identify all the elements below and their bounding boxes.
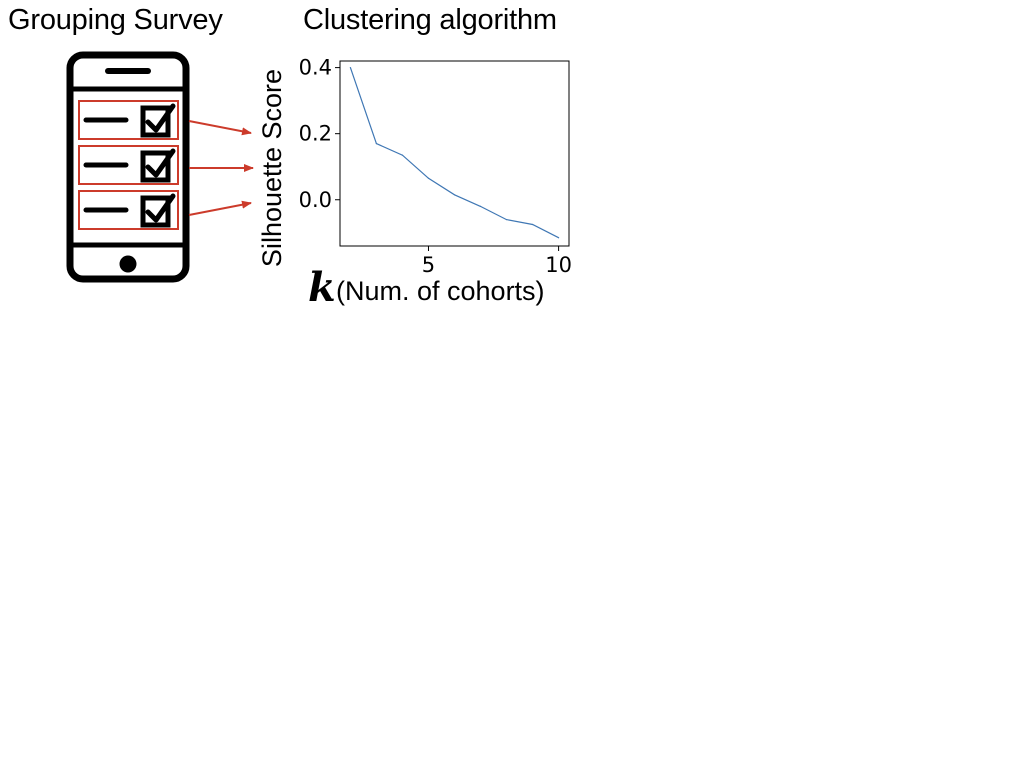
checked-box-icon (140, 148, 176, 183)
y-axis-label: Silhouette Score (257, 69, 287, 267)
y-tick-label: 0.2 (299, 122, 332, 146)
arrow-right-icon (188, 200, 252, 216)
survey-question-2 (78, 145, 179, 185)
data-point (531, 223, 534, 226)
y-tick-label: 0.4 (299, 56, 332, 80)
y-tick-label: 0.0 (299, 188, 332, 212)
checked-box-icon (140, 193, 176, 228)
series-points (349, 67, 560, 239)
y-axis-ticks: 0.4 0.2 0.0 (299, 56, 340, 212)
x-axis-ticks: 5 10 (422, 246, 572, 277)
checked-box-icon (140, 103, 176, 138)
survey-question-1 (78, 100, 179, 140)
survey-title: Grouping Survey (8, 4, 223, 36)
data-point (557, 237, 560, 239)
data-point (401, 154, 404, 156)
series-line (349, 67, 559, 239)
x-axis-symbol: k (308, 264, 336, 311)
x-tick-label: 5 (422, 253, 435, 277)
algorithm-title: Clustering algorithm (303, 4, 557, 36)
silhouette-chart: 0.4 0.2 0.0 5 10 Silhouette Score k (Num. o… (257, 56, 572, 311)
x-tick-label: 10 (545, 253, 572, 277)
data-point (479, 205, 482, 207)
data-point (453, 194, 456, 196)
data-point (349, 67, 352, 69)
survey-question-3 (78, 190, 179, 230)
data-point (427, 177, 430, 179)
smartphone-icon (66, 51, 190, 283)
plot-area (339, 60, 570, 247)
arrow-right-icon (188, 120, 252, 136)
x-axis-label: (Num. of cohorts) (336, 276, 545, 306)
data-point (375, 142, 378, 145)
data-point (505, 218, 508, 221)
